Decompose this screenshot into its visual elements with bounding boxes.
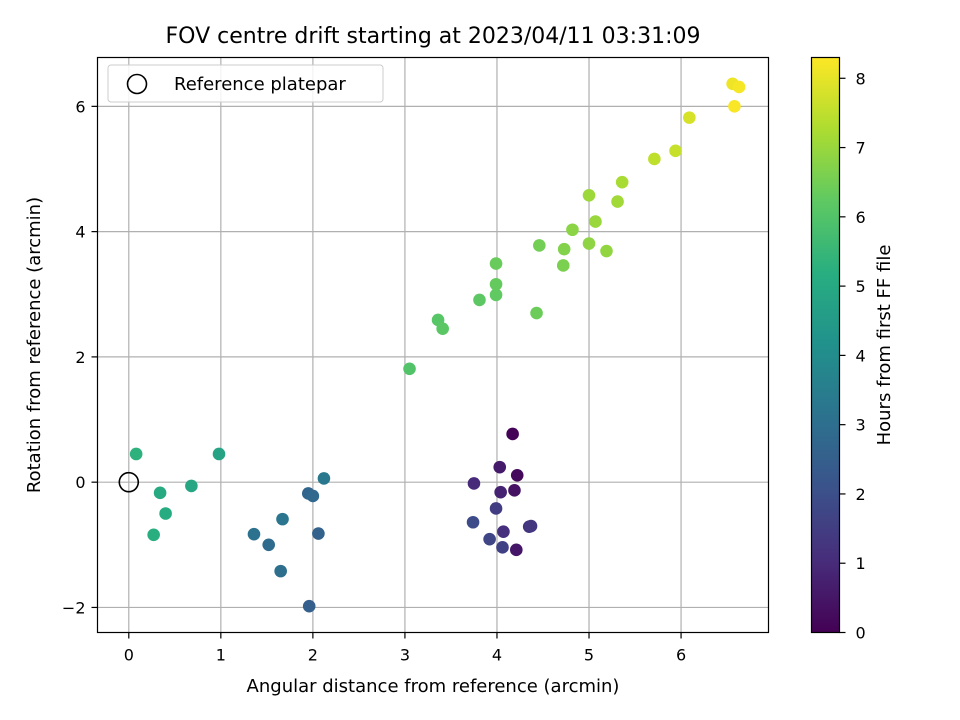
colorbar: 0 1 2 3 4 5 6 7 8 Hours from first FF file (810, 56, 895, 643)
y-tick-label: 6 (75, 97, 85, 116)
scatter-point (185, 479, 198, 493)
scatter-point (497, 525, 510, 538)
x-tick-label: 1 (216, 646, 226, 665)
scatter-point (509, 543, 523, 557)
scatter-point (147, 528, 160, 542)
scatter-point (524, 519, 538, 533)
scatter-point (306, 489, 320, 503)
scatter-point (312, 527, 325, 540)
x-tick-label: 5 (584, 646, 594, 665)
scatter-point (556, 259, 570, 272)
scatter-point (648, 152, 661, 166)
scatter-point (489, 502, 503, 515)
legend-label: Reference platepar (174, 74, 346, 95)
scatter-point (615, 175, 629, 189)
colorbar-tick-label: 2 (856, 485, 866, 504)
colorbar-tick-label: 6 (856, 208, 866, 227)
legend-box (107, 64, 384, 103)
colorbar-tick-label: 4 (856, 346, 866, 365)
scatter-point (582, 237, 596, 250)
scatter-point (317, 472, 331, 485)
scatter-point (403, 362, 416, 376)
scatter-point (466, 515, 480, 529)
scatter-point (483, 532, 496, 546)
colorbar-gradient (810, 56, 841, 634)
scatter-point (274, 564, 287, 578)
data-points (129, 77, 746, 613)
colorbar-ticks: 0 1 2 3 4 5 6 7 8 (839, 69, 866, 643)
scatter-point (212, 447, 226, 461)
scatter-point (489, 288, 503, 302)
scatter-point (496, 541, 509, 554)
scatter-point (600, 244, 613, 258)
scatter-point (489, 257, 503, 270)
colorbar-tick-label: 5 (856, 277, 866, 296)
scatter-point (611, 195, 624, 208)
scatter-point (566, 223, 579, 237)
colorbar-tick-label: 7 (856, 139, 866, 158)
scatter-point (530, 306, 543, 320)
colorbar-tick-label: 0 (856, 624, 866, 643)
scatter-point (262, 538, 276, 552)
legend: Reference platepar (107, 64, 384, 103)
scatter-point (473, 293, 486, 307)
scatter-point (276, 512, 289, 526)
x-tick-label: 0 (124, 646, 134, 665)
scatter-point (533, 239, 546, 252)
x-tick-label: 4 (492, 646, 502, 665)
y-tick-label: 0 (75, 473, 85, 492)
colorbar-tick-label: 3 (856, 416, 866, 435)
y-axis-label: Rotation from reference (arcmin) (24, 197, 45, 493)
scatter-point (589, 215, 602, 228)
reference-marker (118, 471, 140, 493)
legend-marker (126, 73, 148, 95)
x-tick-label: 2 (308, 646, 318, 665)
chart-title: FOV centre drift starting at 2023/04/11 … (166, 24, 701, 49)
scatter-point (129, 447, 143, 461)
y-axis-ticks: −2 0 2 4 6 (62, 97, 98, 617)
x-tick-label: 6 (676, 646, 686, 665)
x-axis-ticks: 0 1 2 3 4 5 6 (124, 632, 686, 665)
colorbar-label: Hours from first FF file (874, 245, 895, 446)
scatter-point (153, 486, 167, 500)
colorbar-tick-label: 8 (856, 69, 866, 88)
scatter-point (467, 477, 481, 490)
scatter-point (669, 144, 682, 158)
scatter-point (247, 527, 261, 541)
scatter-point (489, 277, 503, 291)
scatter-point (508, 484, 521, 497)
scatter-point (510, 468, 524, 482)
scatter-point (493, 460, 507, 474)
plot-frame (96, 56, 770, 634)
scatter-point (494, 485, 507, 499)
scatter-point (302, 599, 316, 613)
scatter-point (582, 188, 596, 202)
scatter-point (728, 100, 741, 113)
y-tick-label: 4 (75, 223, 85, 242)
colorbar-tick-label: 1 (856, 554, 866, 573)
scatter-point (159, 507, 172, 520)
grid-lines (97, 57, 769, 633)
y-tick-label: −2 (62, 598, 86, 617)
scatter-point (557, 242, 571, 256)
y-tick-label: 2 (75, 348, 85, 367)
scatter-point (683, 111, 696, 124)
scatter-point (732, 80, 746, 94)
scatter-point (436, 322, 449, 336)
scatter-point (506, 427, 519, 441)
x-tick-label: 3 (400, 646, 410, 665)
x-axis-label: Angular distance from reference (arcmin) (247, 676, 620, 697)
